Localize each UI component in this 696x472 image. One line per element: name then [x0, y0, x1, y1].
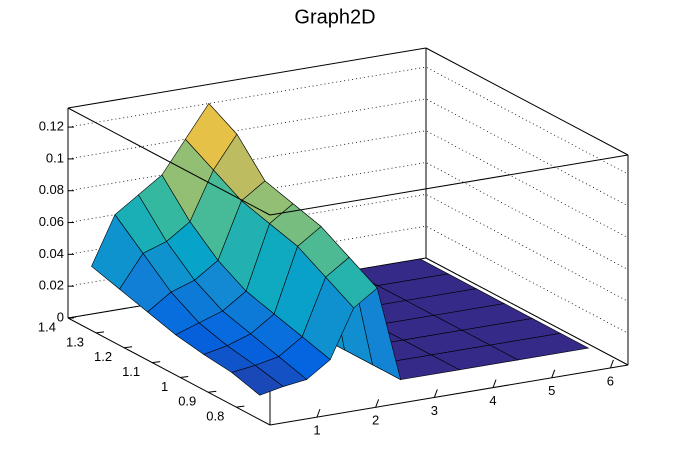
z-tick-label: 0	[57, 309, 64, 324]
x-tick-label: 3	[431, 403, 438, 418]
z-tick-label: 0.06	[39, 214, 64, 229]
z-tick-label: 0.04	[39, 246, 64, 261]
x-tick-label: 1	[313, 423, 320, 438]
x-tick-label: 4	[489, 393, 496, 408]
box-edge	[269, 364, 629, 426]
tick-mark	[492, 379, 497, 388]
tick-mark	[609, 359, 614, 369]
tick-mark	[236, 405, 245, 408]
tick-mark	[67, 316, 77, 319]
tick-mark	[551, 369, 556, 378]
z-tick-label: 0.12	[39, 119, 64, 134]
z-tick-label: 0.1	[46, 150, 64, 165]
box-edge	[425, 47, 629, 156]
tick-mark	[124, 346, 133, 349]
y-tick-label: 1.2	[94, 349, 112, 364]
tick-mark	[375, 399, 380, 408]
tick-mark	[95, 331, 105, 334]
x-tick-label: 6	[607, 373, 614, 388]
grid-line	[67, 66, 629, 175]
tick-mark	[208, 390, 217, 393]
y-tick-label: 1.3	[66, 334, 84, 349]
box-edge	[67, 107, 271, 216]
y-tick-label: 1	[161, 379, 168, 394]
y-tick-label: 1.1	[122, 364, 140, 379]
y-tick-label: 0.8	[206, 409, 224, 424]
z-tick-label: 0.08	[39, 182, 64, 197]
x-tick-label: 2	[372, 413, 379, 428]
y-tick-label: 1.4	[38, 319, 56, 334]
tick-mark	[433, 389, 438, 398]
tick-mark	[316, 408, 321, 418]
box-edge	[425, 257, 629, 366]
surface-cell	[231, 365, 284, 396]
tick-mark	[180, 375, 189, 378]
chart-title: Graph2D	[294, 6, 375, 28]
y-tick-label: 0.9	[178, 394, 196, 409]
z-tick-label: 0.02	[39, 278, 64, 293]
x-tick-label: 5	[548, 383, 555, 398]
tick-mark	[152, 361, 161, 364]
box-edge	[67, 47, 427, 109]
box-edge	[269, 154, 629, 216]
